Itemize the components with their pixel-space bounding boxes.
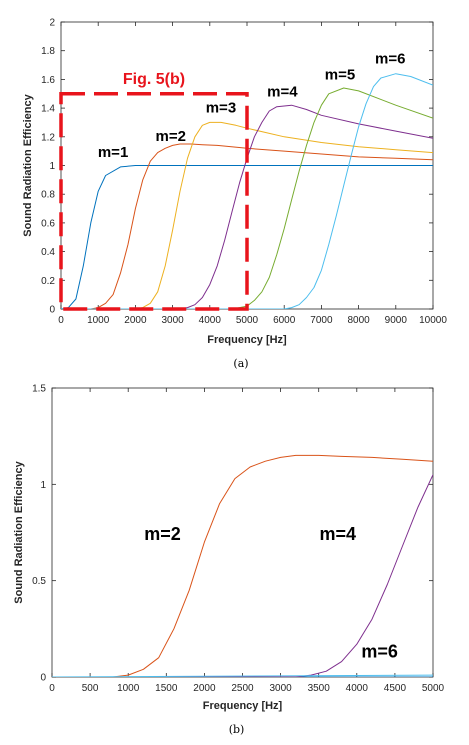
series-line-m1 — [61, 165, 433, 309]
x-tick-label: 1000 — [117, 683, 140, 694]
x-tick-label: 2000 — [193, 683, 216, 694]
series-line-m2 — [61, 143, 433, 309]
chart-a: 0 1000 2000 3000 4000 5000 6000 7000 8000 9000 100… — [22, 18, 447, 371]
x-tick-label: 5000 — [236, 315, 259, 326]
y-tick-label: 0.5 — [32, 576, 46, 587]
series-line-m6 — [61, 73, 433, 309]
x-tick-label: 1500 — [155, 683, 178, 694]
x-axis-title: Frequency [Hz] — [207, 334, 287, 346]
mode-label-m6: m=6 — [361, 642, 398, 662]
x-tick-label: 3000 — [161, 315, 184, 326]
y-tick-label: 1 — [40, 480, 46, 491]
x-tick-label: 3500 — [308, 683, 331, 694]
y-tick-label: 0.2 — [41, 276, 55, 287]
mode-label-m4: m=4 — [319, 524, 356, 544]
y-axis-title: Sound Radiation Efficiency — [22, 93, 34, 236]
x-tick-label: 500 — [82, 683, 99, 694]
x-tick-label: 10000 — [419, 315, 447, 326]
x-tick-label: 7000 — [310, 315, 333, 326]
mode-label-m5: m=5 — [325, 66, 355, 83]
y-tick-label: 0.8 — [41, 190, 55, 201]
x-tick-label: 0 — [58, 315, 64, 326]
x-tick-label: 6000 — [273, 315, 296, 326]
highlight-box — [59, 92, 249, 311]
y-tick-label: 1.6 — [41, 75, 55, 86]
x-tick-label: 3000 — [269, 683, 292, 694]
y-tick-label: 1.2 — [41, 132, 55, 143]
plot-area-frame — [51, 387, 434, 678]
x-tick-label: 0 — [49, 683, 55, 694]
mode-label-m4: m=4 — [267, 84, 298, 101]
x-tick-label: 8000 — [347, 315, 370, 326]
figure-caption: (b) — [229, 723, 245, 736]
x-tick-label: 5000 — [422, 683, 445, 694]
x-axis-title: Frequency [Hz] — [203, 700, 283, 712]
mode-label-m1: m=1 — [98, 144, 128, 161]
series-line-m3 — [61, 121, 433, 309]
y-tick-label: 1.5 — [32, 384, 46, 395]
figure-caption: (a) — [233, 357, 248, 370]
chart-b: 0 500 1000 1500 2000 2500 3000 3500 4000 4500 5000… — [13, 384, 445, 737]
x-tick-label: 1000 — [87, 315, 110, 326]
series-line-m4 — [52, 474, 433, 677]
y-tick-label: 0 — [40, 673, 46, 684]
series-line-m2 — [52, 454, 433, 677]
mode-label-m2: m=2 — [144, 524, 181, 544]
y-tick-label: 0.6 — [41, 218, 55, 229]
y-axis-title: Sound Radiation Efficiency — [13, 460, 25, 603]
x-tick-label: 2000 — [124, 315, 147, 326]
highlight-label: Fig. 5(b) — [123, 71, 185, 88]
y-tick-label: 0 — [49, 305, 55, 316]
mode-label-m2: m=2 — [156, 128, 186, 145]
y-tick-label: 1 — [49, 161, 55, 172]
mode-label-m6: m=6 — [375, 51, 405, 68]
mode-label-m3: m=3 — [206, 99, 236, 116]
y-tick-label: 1.8 — [41, 46, 55, 57]
x-tick-label: 4500 — [384, 683, 407, 694]
x-tick-label: 9000 — [385, 315, 408, 326]
y-tick-label: 0.4 — [41, 247, 55, 258]
series-line-m6 — [52, 674, 433, 677]
y-tick-label: 1.4 — [41, 104, 55, 115]
x-tick-label: 4000 — [199, 315, 222, 326]
y-tick-label: 2 — [49, 18, 55, 29]
x-tick-label: 2500 — [231, 683, 254, 694]
x-tick-label: 4000 — [346, 683, 369, 694]
